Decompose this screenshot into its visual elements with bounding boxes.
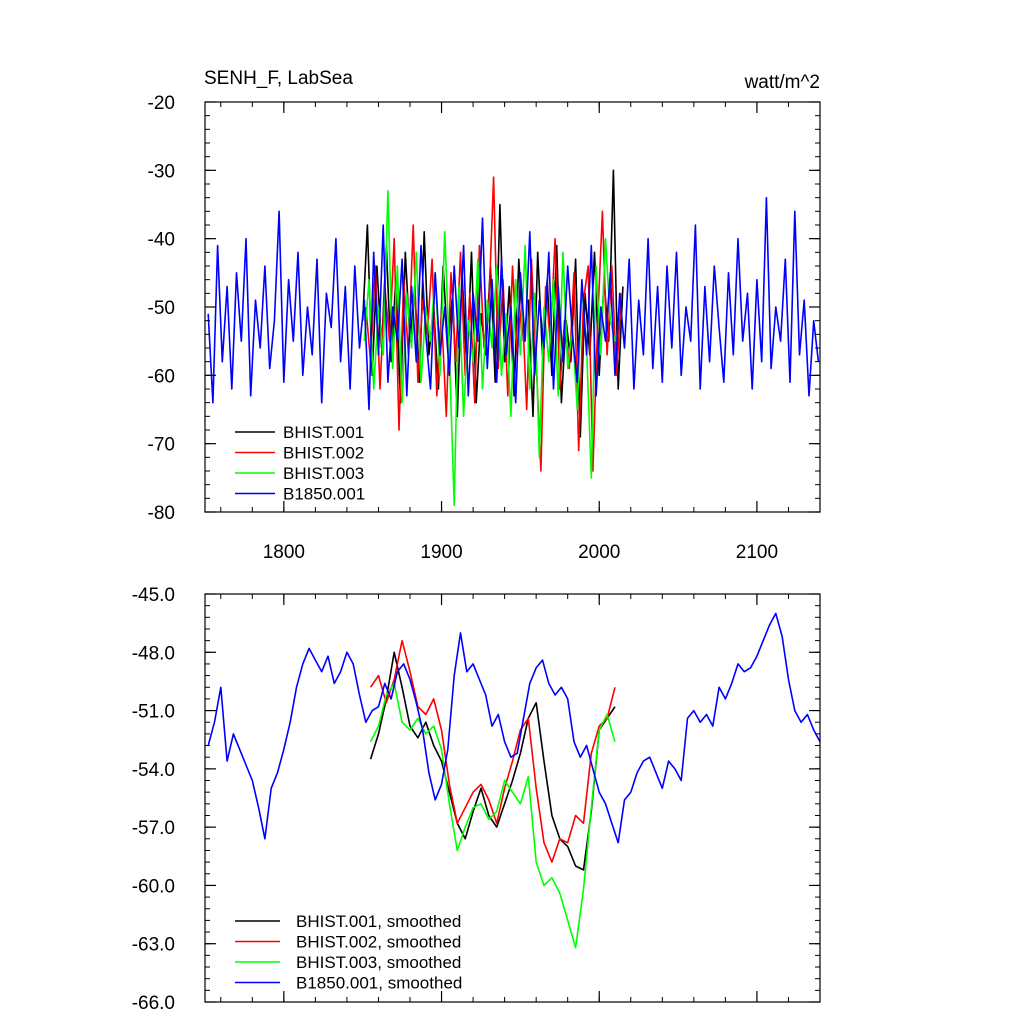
panel-bottom-axes: -45.0 -48.0 -51.0 -54.0 -57.0 -60.0 -63.0 -66.0 bbox=[132, 585, 821, 1014]
plot-frame bbox=[204, 593, 821, 1003]
y-tick-label: -40 bbox=[148, 230, 175, 251]
legend-label-bhist-001: BHIST.001 bbox=[283, 423, 364, 442]
y-tick-label: -66.0 bbox=[132, 993, 175, 1014]
legend-label-bhist-001-smoothed: BHIST.001, smoothed bbox=[296, 912, 461, 931]
panel-top-axes: -20 -30 -40 -50 -60 -70 -80 1800 1900 2000 2100 bbox=[148, 93, 821, 563]
y-tick-label: -63.0 bbox=[132, 935, 175, 956]
legend-label-bhist-002: BHIST.002 bbox=[283, 444, 364, 463]
legend-label-b1850-001-smoothed: B1850.001, smoothed bbox=[296, 974, 462, 993]
y-tick-label: -48.0 bbox=[132, 643, 175, 664]
panel-top-title-left: SENH_F, LabSea bbox=[204, 68, 353, 89]
y-tick-label: -57.0 bbox=[132, 818, 175, 839]
panel-top-senh-f: SENH_F, LabSea watt/m^2 -20-30-40-50-60-… bbox=[148, 68, 821, 563]
y-tick-label: -45.0 bbox=[132, 585, 175, 606]
series-line-b1850-001-smoothed bbox=[207, 612, 821, 844]
y-tick-label: -60 bbox=[148, 366, 175, 387]
x-tick-label: 1900 bbox=[420, 542, 462, 563]
series-line-bhist-001-smoothed bbox=[369, 651, 616, 871]
x-tick-label: 2000 bbox=[578, 542, 620, 563]
legend-label-bhist-002-smoothed: BHIST.002, smoothed bbox=[296, 933, 461, 952]
panel-top-series-group bbox=[207, 169, 820, 506]
legend-label-b1850-001: B1850.001 bbox=[283, 485, 365, 504]
series-line-bhist-003-smoothed bbox=[369, 682, 616, 949]
y-tick-label: -80 bbox=[148, 503, 175, 524]
series-line-bhist-002-smoothed bbox=[369, 639, 616, 863]
y-tick-label: -60.0 bbox=[132, 876, 175, 897]
x-tick-label: 1800 bbox=[263, 542, 305, 563]
legend-label-bhist-003: BHIST.003 bbox=[283, 464, 364, 483]
y-tick-label: -70 bbox=[148, 435, 175, 456]
series-line-b1850-001 bbox=[207, 196, 820, 411]
legend-label-bhist-003-smoothed: BHIST.003, smoothed bbox=[296, 953, 461, 972]
panel-bottom-smoothed: -45.0 -48.0 -51.0 -54.0 -57.0 -60.0 -63.0 -66.0… bbox=[132, 585, 821, 1014]
y-tick-label: -50 bbox=[148, 298, 175, 319]
y-tick-label: -54.0 bbox=[132, 760, 175, 781]
panel-top-title-right: watt/m^2 bbox=[744, 72, 820, 93]
panel-bottom-legend: BHIST.001, smoothed BHIST.002, smoothedBH… bbox=[235, 912, 462, 993]
y-tick-label: -51.0 bbox=[132, 702, 175, 723]
y-tick-label: -30 bbox=[148, 161, 175, 182]
y-tick-label: -20 bbox=[148, 93, 175, 114]
x-tick-label: 2100 bbox=[736, 542, 778, 563]
panel-bottom-series-group bbox=[207, 612, 821, 949]
